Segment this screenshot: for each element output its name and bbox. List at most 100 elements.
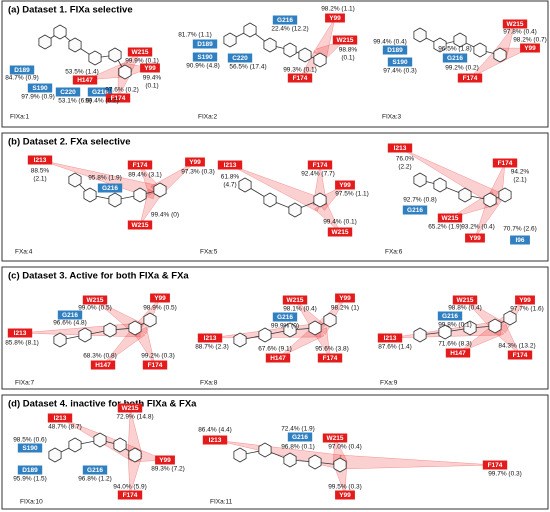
residue-box <box>317 353 343 363</box>
residue-box <box>72 75 98 85</box>
residue-label: G216 <box>92 89 108 96</box>
compound-label: FIXa:1 <box>10 114 30 121</box>
ring <box>413 27 427 43</box>
residue-label: Y99 <box>189 159 201 166</box>
ring <box>223 32 237 48</box>
ring <box>48 447 62 463</box>
residue-label: G216 <box>442 313 458 320</box>
compound: D189 S190 G216 F174 W215 Y99 99.4% (0.4) 97.4% … <box>373 19 547 121</box>
residue-label: H147 <box>450 350 466 357</box>
residue-label: H147 <box>77 77 93 84</box>
occupancy-stat: 95.9% (1.5) <box>13 476 47 483</box>
occupancy-stat: 84.7% (0.9) <box>5 75 39 82</box>
residue-box <box>465 233 485 243</box>
residue-box <box>335 293 355 303</box>
occupancy-stat: 81.7% (1.1) <box>178 32 212 39</box>
residue-label: I213 <box>384 335 397 342</box>
occupancy-stat: 97.4% (0.3) <box>383 68 417 75</box>
ring <box>258 442 272 458</box>
occupancy-stat: (2.2) <box>398 164 411 171</box>
occupancy-stat: 90.9% (4.8) <box>186 63 220 70</box>
occupancy-stat: 94.2% <box>511 169 530 176</box>
residue-label: W215 <box>442 215 459 222</box>
residue-box <box>97 183 123 193</box>
occupancy-stat: (2.1) <box>513 177 526 184</box>
residue-box <box>287 73 313 83</box>
residue-box <box>90 360 116 370</box>
residue-label: D189 <box>14 67 30 74</box>
residue-label: Y99 <box>154 295 166 302</box>
ring <box>493 47 507 63</box>
ring <box>413 172 427 188</box>
compound-label: FXa:8 <box>200 380 218 387</box>
panel-title: (b) Dataset 2. FXa selective <box>8 137 131 148</box>
compound-label: FIXa:3 <box>382 114 402 121</box>
residue-label: C220 <box>232 55 248 62</box>
residue-label: W215 <box>337 37 354 44</box>
occupancy-stat: 92.7% (0.8) <box>403 197 437 204</box>
ring <box>133 187 147 203</box>
compound: W215 G216 Y99 I213 H147 F174 98.8% (0.4) 99.8% … <box>377 295 544 387</box>
residue-box <box>185 157 205 167</box>
residue-box <box>272 312 298 322</box>
ring <box>103 322 117 338</box>
residue-box <box>127 160 153 170</box>
occupancy-stat: 68.3% (0.8) <box>83 353 117 360</box>
residue-box <box>82 465 108 475</box>
occupancy-stat: 72.4% (1.9) <box>281 426 315 433</box>
occupancy-stat: 99.4% (0.4) <box>373 39 407 46</box>
residue-box <box>47 413 73 423</box>
occupancy-stat: 71.6% (8.3) <box>438 341 472 348</box>
ring <box>53 24 67 40</box>
residue-label: I213 <box>224 162 237 169</box>
interaction-fan <box>339 454 496 470</box>
residue-label: F174 <box>513 352 528 359</box>
occupancy-stat: 99.4% <box>143 75 162 82</box>
compound-label: FIXa:2 <box>198 114 218 121</box>
residue-label: Y99 <box>144 65 156 72</box>
residue-box <box>437 311 463 321</box>
residue-box <box>272 15 298 25</box>
residue-box <box>507 350 533 360</box>
ring <box>283 452 297 468</box>
occupancy-stat: 99.4% (0.2) <box>85 98 119 105</box>
occupancy-stat: 56.5% (17.4) <box>229 64 266 71</box>
occupancy-stat: 97.8% (0.4) <box>503 29 537 36</box>
residue-box <box>492 158 518 168</box>
occupancy-stat: 97.5% (1.1) <box>335 191 369 198</box>
ring <box>438 324 452 340</box>
occupancy-stat: 99.0% (0.5) <box>78 305 112 312</box>
residue-label: S190 <box>32 85 48 92</box>
residue-box <box>287 432 313 442</box>
compound-label: FXa:5 <box>200 249 218 256</box>
ring <box>258 327 272 343</box>
residue-label: D189 <box>387 47 403 54</box>
occupancy-stat: 97.0% (0.4) <box>328 444 362 451</box>
occupancy-stat: 70.7% (2.6) <box>503 226 537 233</box>
occupancy-stat: 94.0% (5.9) <box>113 484 147 491</box>
residue-box <box>127 220 153 230</box>
ring <box>68 172 82 188</box>
residue-box <box>87 87 113 97</box>
occupancy-stat: 67.6% (9.1) <box>258 346 292 353</box>
residue-box <box>117 490 143 500</box>
occupancy-stat: 98.8% <box>339 47 358 54</box>
residue-label: H147 <box>270 355 286 362</box>
residue-label: W215 <box>327 435 344 442</box>
residue-box <box>17 443 43 453</box>
residue-box <box>202 435 228 445</box>
ring <box>313 192 327 208</box>
occupancy-stat: 96.8% (1.2) <box>78 476 112 483</box>
panel-title: (d) Dataset 4. inactive for both FIXa & … <box>8 399 197 410</box>
ring <box>483 192 497 208</box>
residue-box <box>327 227 353 237</box>
occupancy-stat: 48.7% (8.7) <box>48 424 82 431</box>
occupancy-stat: 95.6% (3.8) <box>315 346 349 353</box>
ring <box>93 432 107 448</box>
occupancy-stat: 99.3% (0.1) <box>283 67 317 74</box>
compound: I213 G216 F174 Y99 W215 88.5%(2.1) 95.8% (1.9)… <box>15 155 215 256</box>
ring <box>263 192 277 208</box>
residue-box <box>140 63 160 73</box>
compound: W215 G216 Y99 I213 H147 F174 99.0% (0.5) 96.6% … <box>5 293 177 387</box>
